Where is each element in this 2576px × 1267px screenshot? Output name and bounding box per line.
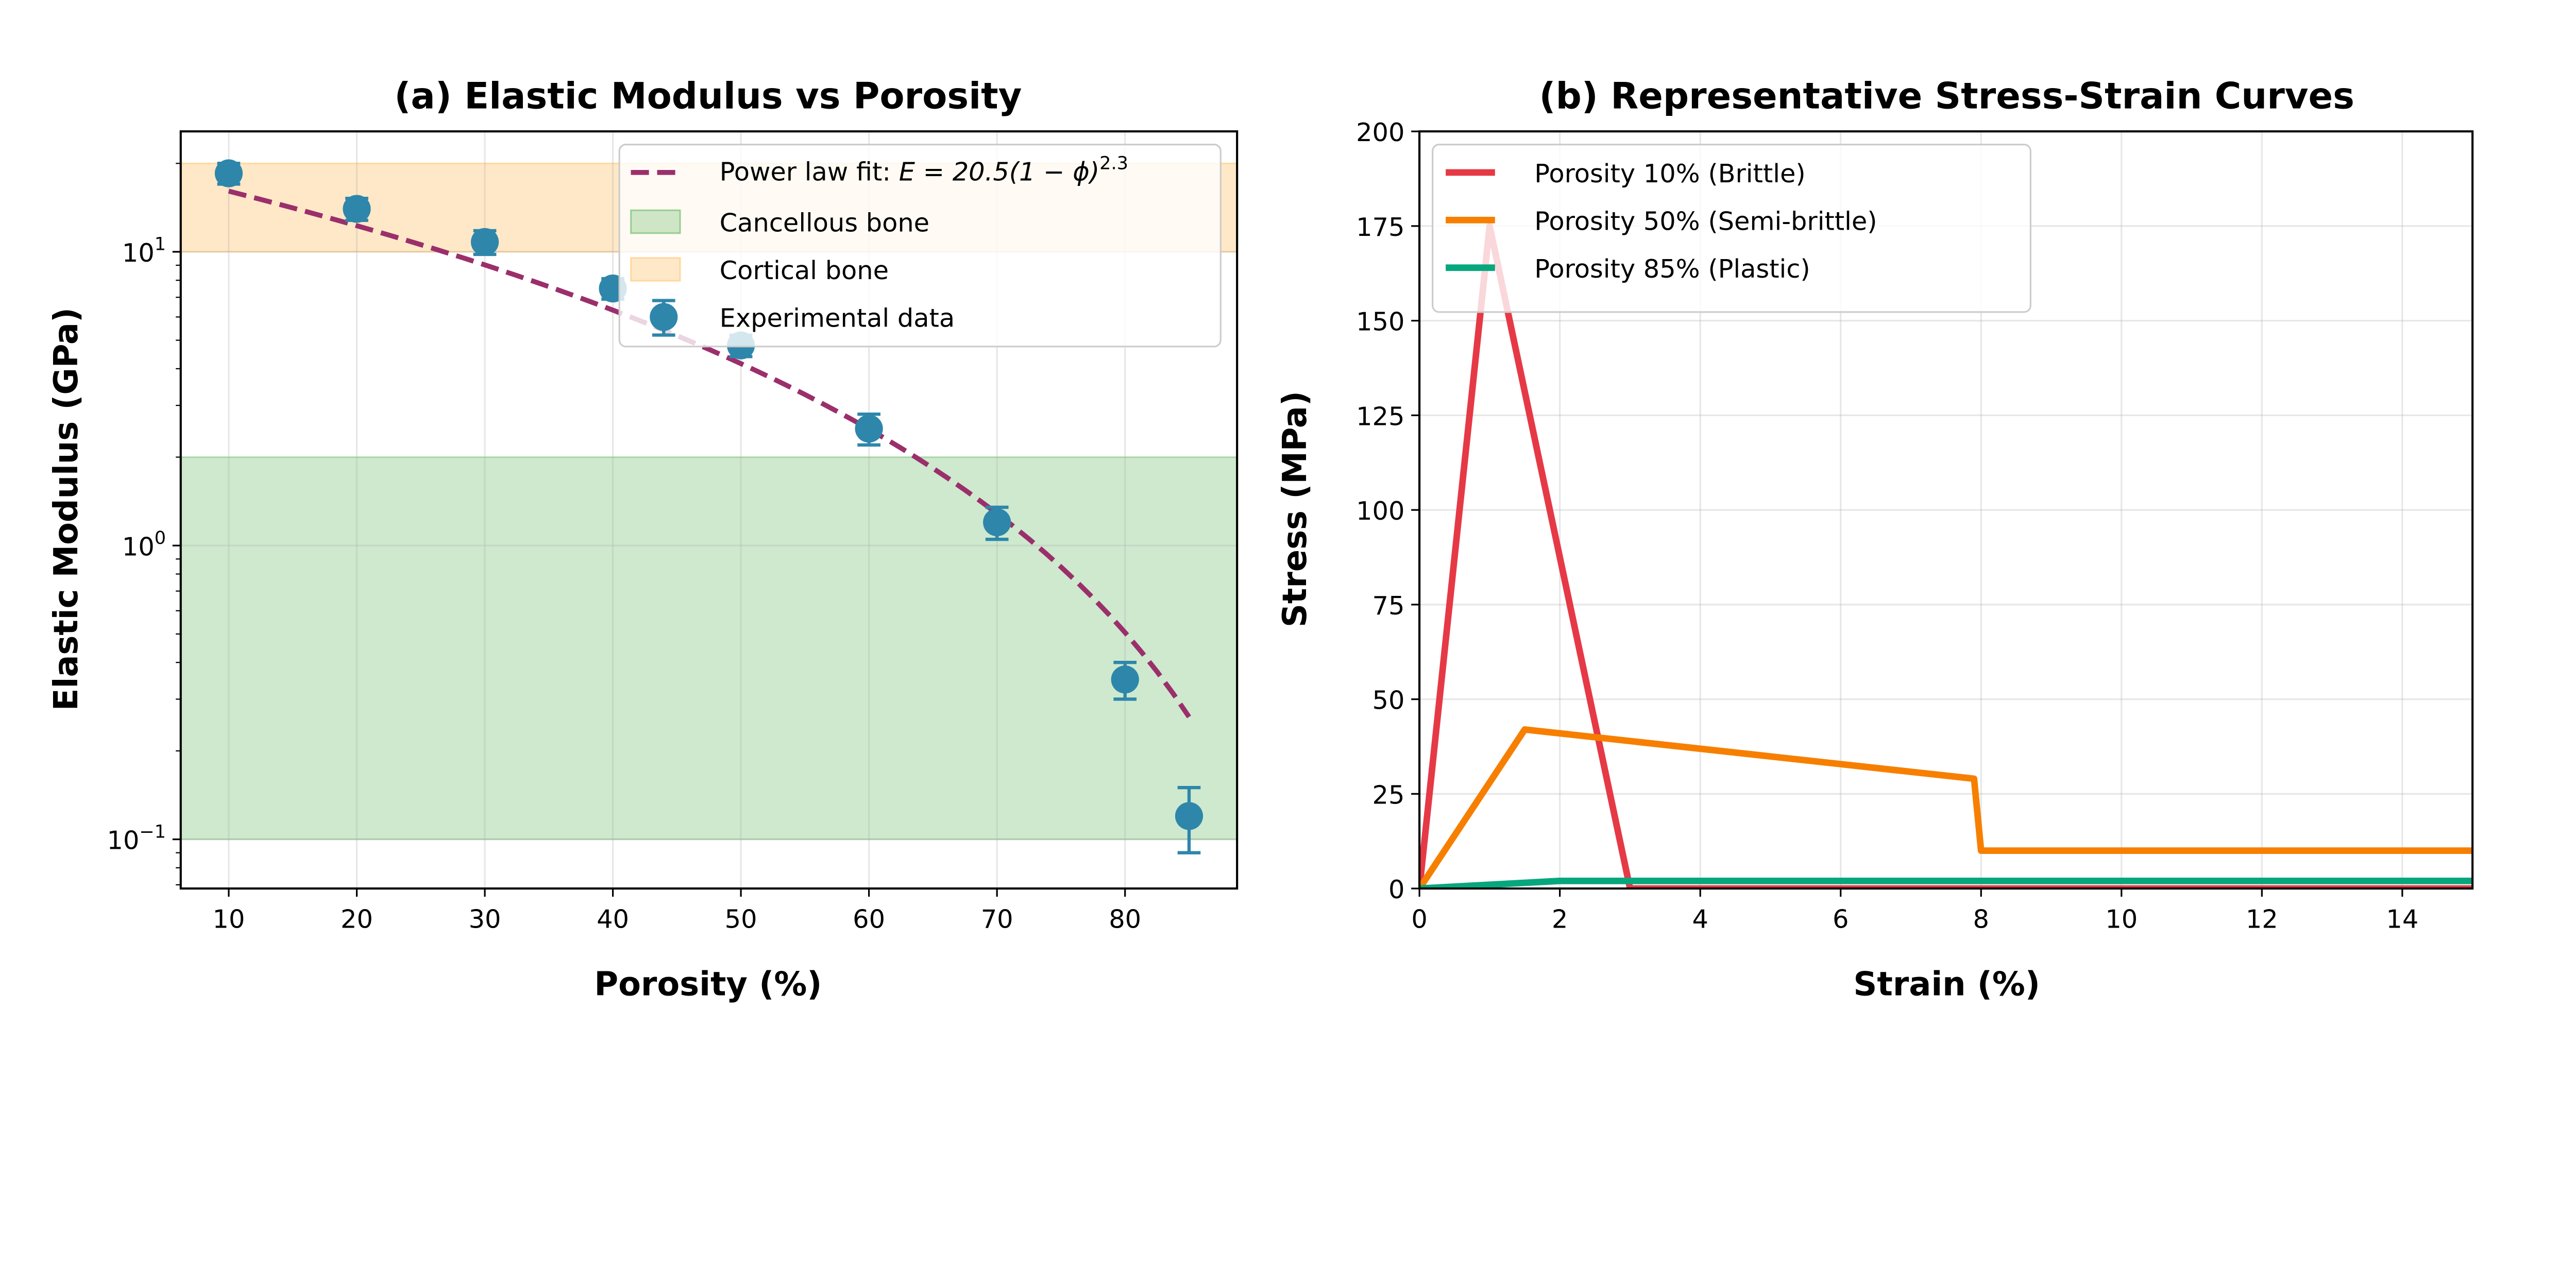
- panel-a-xlabel: Porosity (%): [594, 965, 822, 1003]
- data-point: [1111, 665, 1139, 694]
- data-point: [214, 159, 243, 187]
- x-tick-label: 10: [2105, 904, 2138, 934]
- legend-cancellous-swatch: [630, 209, 681, 234]
- y-tick-label: 175: [1356, 212, 1404, 242]
- x-tick-label: 60: [853, 904, 885, 934]
- data-point: [983, 508, 1011, 537]
- data-point: [1175, 802, 1204, 830]
- legend-cortical-label: Cortical bone: [720, 255, 889, 285]
- panel-a-ylabel: Elastic Modulus (GPa): [47, 307, 86, 711]
- panel-b-xlabel: Strain (%): [1853, 965, 2040, 1003]
- legend-cortical-swatch: [630, 257, 681, 282]
- legend-cancellous-label: Cancellous bone: [720, 208, 929, 238]
- x-tick-label: 80: [1109, 904, 1141, 934]
- y-tick-label: 0: [1388, 875, 1404, 904]
- x-tick-label: 2: [1552, 904, 1568, 934]
- panel-b-frame: [1418, 130, 2474, 890]
- legend-label-2: Porosity 50% (Semi-brittle): [1534, 206, 1877, 236]
- x-tick-label: 30: [469, 904, 501, 934]
- y-tick-label: 125: [1356, 401, 1404, 431]
- y-tick-label: 10−1: [107, 821, 166, 855]
- x-tick-label: 20: [341, 904, 373, 934]
- y-tick-label: 25: [1372, 780, 1405, 810]
- x-tick-label: 40: [597, 904, 629, 934]
- panel-b-ylabel: Stress (MPa): [1276, 391, 1314, 627]
- x-tick-label: 14: [2386, 904, 2418, 934]
- data-point: [855, 415, 883, 443]
- stress-strain-line-3: [1419, 878, 2473, 889]
- power-law-fit-line: [228, 189, 1191, 718]
- x-tick-label: 70: [981, 904, 1013, 934]
- stress-strain-line-1: [1419, 222, 2473, 889]
- data-point: [470, 228, 499, 256]
- x-tick-label: 12: [2246, 904, 2278, 934]
- legend-label-3: Porosity 85% (Plastic): [1534, 254, 1810, 284]
- figure: (a) Elastic Modulus vs Porosity Porosity…: [47, 75, 2474, 1004]
- panel-a-legend: Power law fit: E = 20.5(1 − ϕ)2.3 Cancell…: [618, 144, 1222, 348]
- y-tick-label: 150: [1356, 307, 1404, 337]
- legend-label-1: Porosity 10% (Brittle): [1534, 159, 1805, 189]
- x-tick-label: 8: [1973, 904, 1989, 934]
- legend-box: [1432, 144, 2031, 313]
- panel-b-stress-strain: (b) Representative Stress-Strain Curves …: [1276, 75, 2474, 1003]
- stress-strain-line-2: [1419, 726, 2473, 889]
- y-tick-label: 100: [122, 527, 166, 561]
- y-tick-label: 75: [1372, 591, 1405, 621]
- y-tick-label: 100: [1356, 496, 1404, 526]
- y-tick-label: 50: [1372, 686, 1405, 715]
- panel-b-title: (b) Representative Stress-Strain Curves: [1539, 75, 2354, 117]
- cancellous-bone-band: [180, 456, 1238, 841]
- legend-box: [618, 144, 1222, 348]
- legend-data-marker: [650, 303, 678, 331]
- panel-a-frame: [179, 130, 1239, 890]
- x-tick-label: 50: [725, 904, 757, 934]
- x-tick-label: 10: [213, 904, 245, 934]
- panel-b-legend: Porosity 10% (Brittle) Porosity 50% (Semi…: [1432, 144, 2031, 313]
- x-tick-label: 4: [1692, 904, 1708, 934]
- y-tick-label: 101: [122, 234, 166, 268]
- panel-a-title: (a) Elastic Modulus vs Porosity: [394, 75, 1022, 117]
- data-point: [343, 195, 371, 223]
- legend-data-label: Experimental data: [720, 303, 955, 333]
- y-tick-label: 200: [1356, 117, 1404, 147]
- x-tick-label: 6: [1833, 904, 1849, 934]
- panel-a-elastic-modulus: (a) Elastic Modulus vs Porosity Porosity…: [47, 75, 1239, 1003]
- x-tick-label: 0: [1411, 904, 1427, 934]
- legend-fit-label: Power law fit: E = 20.5(1 − ϕ)2.3: [720, 152, 1128, 186]
